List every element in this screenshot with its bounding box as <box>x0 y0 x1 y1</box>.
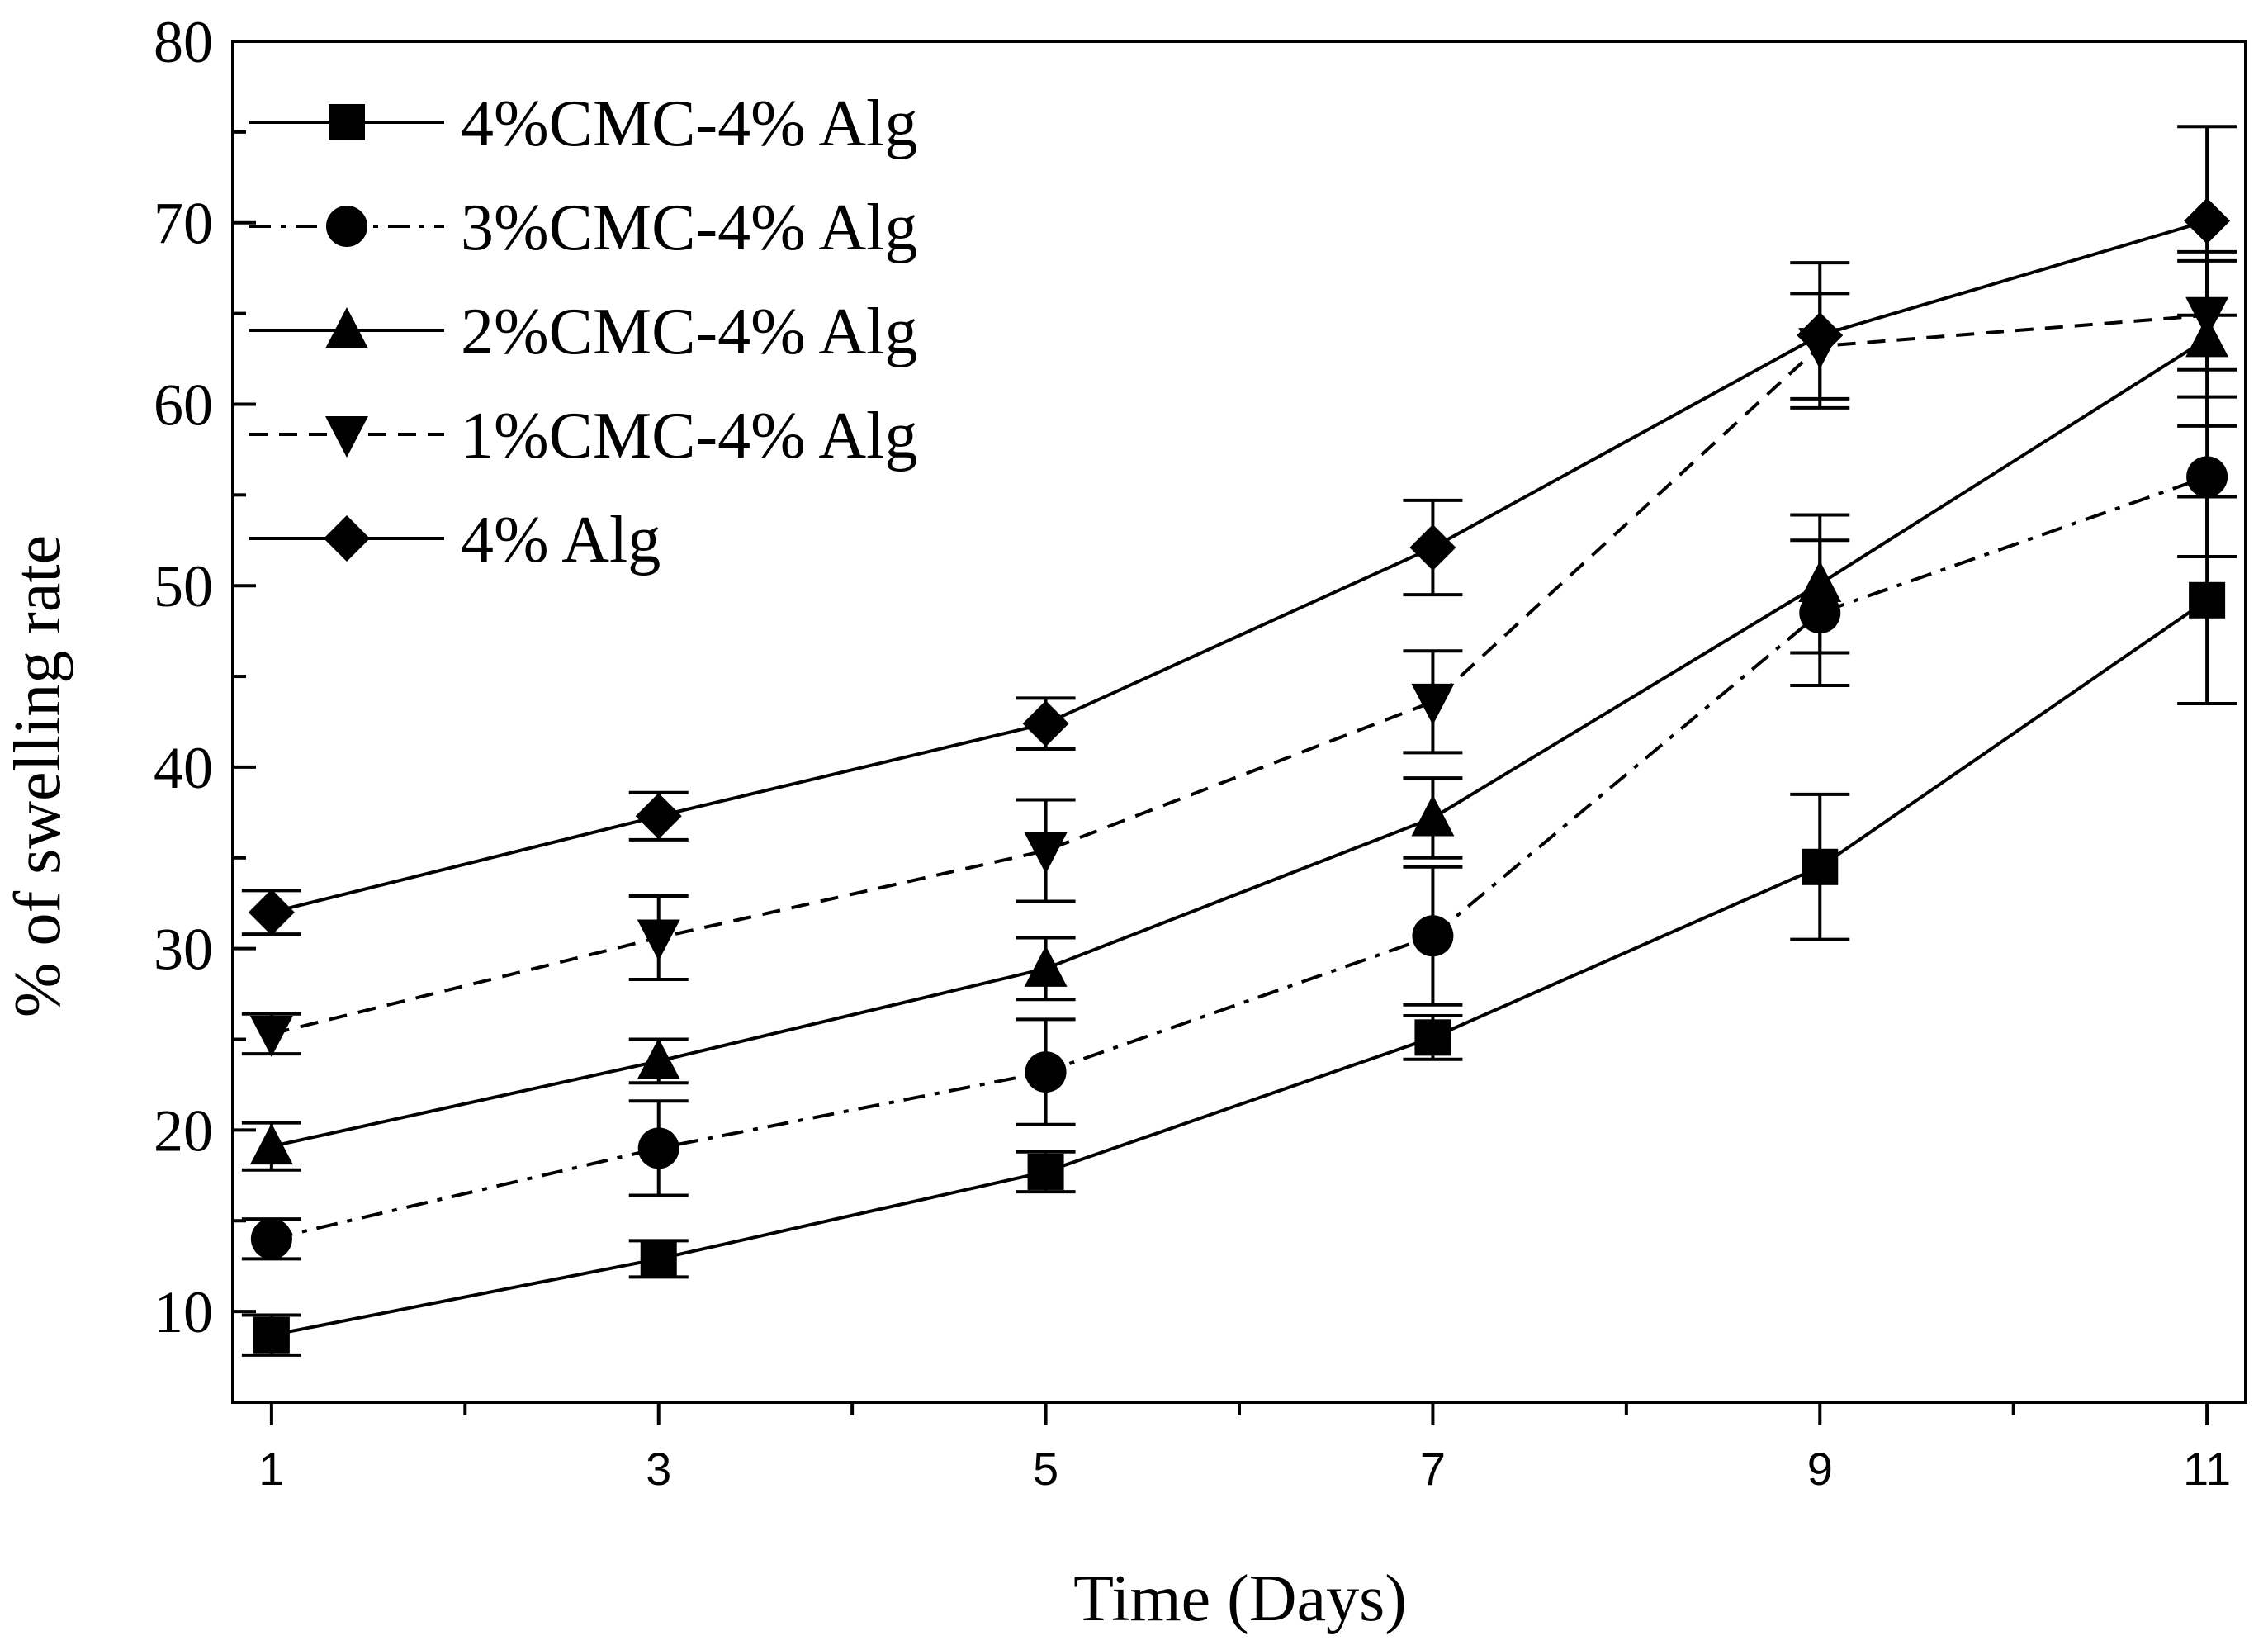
y-tick-label: 30 <box>154 917 213 983</box>
data-point <box>637 1127 679 1169</box>
series-2 <box>241 249 2237 1172</box>
data-point <box>1412 915 1454 957</box>
y-tick-label: 60 <box>154 372 213 438</box>
y-tick-label: 70 <box>154 191 213 257</box>
legend-entry-3: 1%CMC-4% Alg <box>249 400 917 472</box>
x-tick-label: 9 <box>1807 1443 1833 1495</box>
x-tick-label: 1 <box>258 1443 284 1495</box>
data-point <box>249 1123 293 1165</box>
legend-entry-4: 4% Alg <box>249 504 661 576</box>
legend-entry-2: 2%CMC-4% Alg <box>249 296 917 368</box>
x-tick-label: 5 <box>1033 1443 1058 1495</box>
y-tick-label: 50 <box>154 553 213 619</box>
data-point <box>1025 1051 1067 1093</box>
legend-entry-1: 3%CMC-4% Alg <box>249 192 917 264</box>
data-point <box>249 1015 293 1057</box>
data-point <box>1798 561 1842 603</box>
legend-entry-0: 4%CMC-4% Alg <box>249 88 917 160</box>
series-line <box>271 475 2208 1241</box>
series-line <box>271 313 2208 1036</box>
series-line <box>271 337 2209 1149</box>
data-point <box>1409 524 1456 571</box>
data-point <box>2186 456 2228 498</box>
series-line <box>271 219 2208 914</box>
series-4 <box>241 125 2237 936</box>
data-point <box>1024 832 1068 875</box>
legend-label: 3%CMC-4% Alg <box>461 192 917 264</box>
data-point <box>1802 848 1839 885</box>
y-tick-label: 40 <box>154 735 213 801</box>
y-tick-label: 10 <box>154 1279 213 1345</box>
data-series <box>241 125 2237 1357</box>
data-point <box>2189 581 2226 619</box>
data-point <box>640 1240 677 1278</box>
data-point <box>637 919 680 961</box>
data-point <box>2185 296 2229 339</box>
series-1 <box>241 395 2237 1261</box>
x-axis-title: Time (Days) <box>1073 1562 1407 1635</box>
legend-label: 1%CMC-4% Alg <box>461 400 917 472</box>
x-tick-label: 7 <box>1420 1443 1446 1495</box>
y-tick-label: 80 <box>154 9 213 75</box>
legend-label: 4%CMC-4% Alg <box>461 88 917 160</box>
legend-marker <box>324 515 370 562</box>
x-tick-label: 3 <box>646 1443 671 1495</box>
y-tick-label: 20 <box>154 1098 213 1164</box>
legend-label: 2%CMC-4% Alg <box>461 296 917 368</box>
axes: 10 20 30 40 50 60 70 80 1 3 5 7 9 11 <box>154 9 2247 1495</box>
data-point <box>2184 197 2231 244</box>
legend: 4%CMC-4% Alg 3%CMC-4% Alg 2%CMC-4% Alg 1%CM… <box>249 88 917 576</box>
x-tick-label: 11 <box>2183 1443 2231 1495</box>
data-point <box>1411 683 1455 725</box>
legend-marker <box>329 104 365 140</box>
data-point <box>1022 700 1069 747</box>
legend-marker <box>325 416 368 458</box>
data-point <box>250 1218 292 1260</box>
legend-label: 4% Alg <box>461 504 661 576</box>
data-point <box>248 889 295 936</box>
series-line <box>271 599 2209 1337</box>
data-point <box>1797 311 1844 358</box>
data-point <box>253 1316 290 1354</box>
legend-marker <box>325 307 368 348</box>
data-point <box>1411 794 1455 837</box>
data-point <box>1027 1153 1064 1190</box>
series-3 <box>241 258 2237 1057</box>
series-0 <box>241 495 2237 1357</box>
data-point <box>635 793 682 840</box>
data-point <box>1024 945 1068 987</box>
data-point <box>637 1037 680 1079</box>
data-point <box>1414 1019 1451 1056</box>
y-axis-title: % of swelling rate <box>2 535 74 1017</box>
legend-marker <box>326 206 367 247</box>
